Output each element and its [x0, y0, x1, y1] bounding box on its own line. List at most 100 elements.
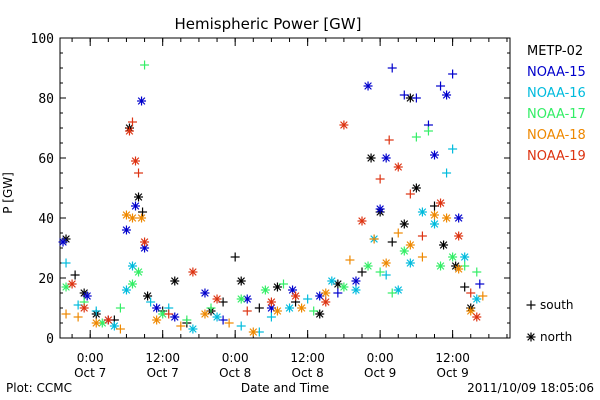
data-point-south: [91, 306, 101, 316]
data-point-north: [266, 303, 276, 313]
data-point-south: [138, 207, 148, 217]
data-point-north: [200, 309, 210, 319]
data-point-north: [454, 231, 464, 241]
data-point-south: [411, 93, 421, 103]
marker-legend: south north: [526, 298, 574, 344]
x-tick-label-date: Oct 9: [437, 366, 469, 380]
data-point-south: [230, 252, 240, 262]
data-point-south: [448, 144, 458, 154]
footer-right: 2011/10/09 18:05:06: [467, 381, 594, 395]
data-point-north: [366, 153, 376, 163]
data-point-north: [363, 261, 373, 271]
data-point-south: [146, 297, 156, 307]
data-point-south: [61, 309, 71, 319]
data-point-north: [381, 258, 391, 268]
y-tick-label: 40: [38, 212, 54, 227]
data-point-north: [109, 321, 119, 331]
data-point-north: [266, 297, 276, 307]
data-point-north: [315, 309, 325, 319]
data-point-north: [170, 312, 180, 322]
data-point-north: [442, 213, 452, 223]
x-tick-label-time: 12:00: [290, 351, 325, 365]
data-point-north: [152, 303, 162, 313]
data-point-south: [182, 315, 192, 325]
data-point-north: [297, 303, 307, 313]
data-point-north: [351, 276, 361, 286]
data-point-south: [254, 303, 264, 313]
data-point-south: [478, 291, 488, 301]
plot-frame: [59, 37, 511, 339]
data-point-south: [115, 303, 125, 313]
data-point-south: [61, 258, 71, 268]
data-point-south: [134, 168, 144, 178]
series-noaa-15: [58, 63, 485, 325]
x-tick-label-time: 0:00: [222, 351, 249, 365]
data-point-north: [212, 312, 222, 322]
data-points-group: [58, 60, 488, 337]
data-point-south: [242, 306, 252, 316]
data-point-south: [164, 309, 174, 319]
data-point-south: [466, 288, 476, 298]
legend-entry: NOAA-17: [527, 107, 586, 122]
data-point-south: [70, 270, 80, 280]
data-point-south: [399, 90, 409, 100]
data-point-north: [79, 303, 89, 313]
data-point-south: [278, 279, 288, 289]
data-point-north: [134, 267, 144, 277]
data-point-north: [127, 213, 137, 223]
data-point-north: [399, 246, 409, 256]
x-tick-label-time: 0:00: [367, 351, 394, 365]
data-point-north: [121, 225, 131, 235]
data-point-north: [212, 294, 222, 304]
legend-entry: NOAA-18: [527, 128, 586, 143]
data-point-south: [387, 237, 397, 247]
series-noaa-16: [61, 144, 482, 337]
data-point-north: [405, 258, 415, 268]
data-point-north: [82, 291, 92, 301]
data-point-south: [73, 312, 83, 322]
series-noaa-17: [61, 60, 482, 328]
data-point-north: [351, 285, 361, 295]
y-tick-label: 80: [38, 92, 54, 107]
data-point-north: [429, 150, 439, 160]
data-point-south: [448, 69, 458, 79]
data-point-north: [272, 306, 282, 316]
data-point-north: [381, 153, 391, 163]
data-point-south: [176, 321, 186, 331]
data-point-north: [260, 285, 270, 295]
data-point-south: [333, 288, 343, 298]
data-point-north: [375, 204, 385, 214]
data-point-north: [236, 276, 246, 286]
data-point-south: [442, 168, 452, 178]
y-tick-label: 0: [46, 332, 54, 347]
data-point-north: [152, 315, 162, 325]
data-point-north: [472, 312, 482, 322]
series-noaa-18: [61, 210, 488, 337]
data-point-north: [272, 282, 282, 292]
data-point-north: [405, 240, 415, 250]
legend-entry: NOAA-15: [527, 65, 586, 80]
plus-marker-icon: [526, 300, 536, 310]
x-tick-label-time: 12:00: [435, 351, 470, 365]
x-tick-label-date: Oct 7: [147, 366, 179, 380]
data-point-south: [417, 231, 427, 241]
x-tick-label-date: Oct 8: [292, 366, 324, 380]
data-point-north: [417, 207, 427, 217]
data-point-south: [369, 234, 379, 244]
data-point-north: [200, 288, 210, 298]
data-point-south: [475, 279, 485, 289]
data-point-north: [134, 192, 144, 202]
chart-title: Hemispheric Power [GW]: [175, 15, 362, 33]
y-tick-label: 100: [31, 32, 54, 47]
data-point-north: [436, 198, 446, 208]
data-point-north: [188, 267, 198, 277]
data-point-south: [206, 303, 216, 313]
data-point-north: [143, 291, 153, 301]
data-point-south: [460, 282, 470, 292]
data-point-south: [436, 81, 446, 91]
data-point-north: [67, 279, 77, 289]
data-point-south: [423, 126, 433, 136]
data-point-north: [127, 261, 137, 271]
asterisk-marker-icon: [526, 332, 536, 342]
